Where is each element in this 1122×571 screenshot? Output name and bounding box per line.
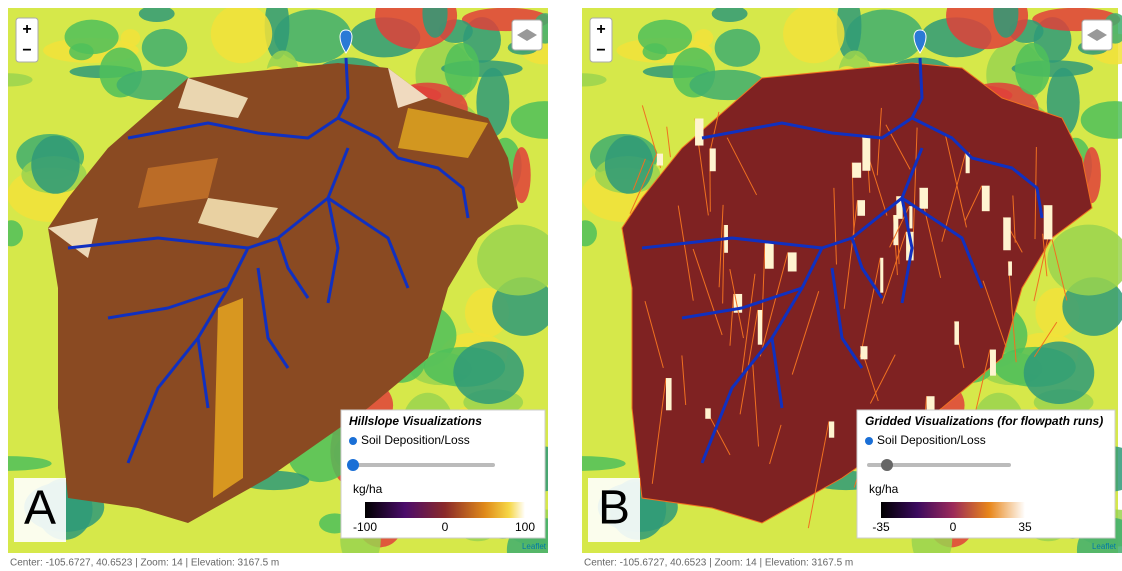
flowpath-hot	[788, 252, 797, 271]
legend-title: Gridded Visualizations (for flowpath run…	[865, 414, 1103, 428]
flowpath-hot	[920, 188, 928, 209]
colorbar-tick-label: -100	[353, 520, 377, 534]
terrain-patch	[453, 342, 524, 404]
flowpath-hot	[982, 186, 990, 212]
legend-option: Soil Deposition/Loss	[877, 433, 986, 447]
flowpath-hot	[861, 346, 868, 359]
legend-option: Soil Deposition/Loss	[361, 433, 470, 447]
attribution: Leaflet	[1092, 542, 1117, 551]
flowpath-hot	[990, 350, 996, 376]
panel-letter: A	[24, 482, 56, 535]
flowpath-hot	[880, 258, 883, 293]
flowpath-hot	[695, 118, 703, 145]
status-bar: Center: -105.6727, 40.6523 | Zoom: 14 | …	[10, 558, 279, 569]
terrain-patch	[712, 5, 748, 22]
terrain-patch	[511, 101, 578, 139]
colorbar-tick-label: 35	[1018, 520, 1032, 534]
terrain-patch	[783, 4, 844, 63]
terrain-patch	[605, 136, 653, 194]
terrain-patch	[715, 29, 761, 67]
terrain-patch	[211, 4, 272, 63]
zoom-out[interactable]: −	[22, 42, 31, 59]
flowpath-hot	[666, 378, 672, 410]
terrain-patch	[142, 29, 188, 67]
flowpath-hot	[857, 200, 865, 216]
colorbar	[881, 502, 1025, 518]
terrain-patch	[559, 73, 607, 86]
panel-letter: B	[598, 482, 630, 535]
terrain-patch	[1015, 43, 1050, 95]
colorbar-tick-label: -35	[872, 520, 890, 534]
terrain-patch	[574, 220, 597, 246]
terrain-patch	[0, 220, 23, 246]
hillslope	[213, 298, 243, 498]
flowpath-hot	[657, 154, 663, 166]
colorbar-tick-label: 0	[950, 520, 957, 534]
colorbar	[365, 502, 525, 518]
flowpath-hot	[852, 163, 861, 178]
terrain-patch	[31, 136, 79, 194]
terrain-patch	[540, 456, 626, 471]
flowpath-hot	[1044, 205, 1053, 239]
flowpath-hot	[1008, 261, 1012, 275]
terrain-patch	[477, 225, 560, 296]
radio[interactable]	[349, 437, 357, 445]
flowpath-hot	[705, 408, 711, 418]
slider-knob[interactable]	[347, 459, 359, 471]
flowpath-hot	[954, 321, 959, 344]
zoom-in[interactable]: +	[22, 21, 31, 38]
slider-knob[interactable]	[881, 459, 893, 471]
zoom-out[interactable]: −	[596, 42, 605, 59]
flowpath-hot	[909, 206, 912, 228]
colorbar-tick-label: 100	[515, 520, 535, 534]
colorbar-tick-label: 0	[442, 520, 449, 534]
terrain-patch	[139, 5, 175, 22]
flowpath-hot	[758, 310, 762, 345]
flowpath-hot	[1003, 217, 1011, 250]
map-panel: + − Hillslope Visualizations Soil Depositio…	[0, 0, 583, 571]
terrain-patch	[444, 43, 479, 95]
terrain-patch	[638, 20, 692, 55]
flowpath-hot	[765, 243, 774, 268]
legend-box	[341, 410, 545, 538]
flowpath-hot	[829, 421, 834, 437]
terrain-patch	[121, 29, 141, 47]
zoom-in[interactable]: +	[596, 21, 605, 38]
terrain-patch	[694, 29, 714, 47]
status-bar: Center: -105.6727, 40.6523 | Zoom: 14 | …	[584, 558, 853, 569]
legend-title: Hillslope Visualizations	[349, 414, 482, 428]
flowpath-hot	[862, 137, 870, 170]
attribution: Leaflet	[522, 542, 547, 551]
terrain-patch	[1024, 342, 1095, 404]
map-panel: + − Gridded Visualizations (for flowpath r…	[540, 0, 1122, 571]
legend-box	[857, 410, 1115, 538]
legend-unit: kg/ha	[353, 482, 383, 496]
flowpath-hot	[710, 148, 716, 171]
radio[interactable]	[865, 437, 873, 445]
figure: + − Hillslope Visualizations Soil Depositio…	[0, 0, 1122, 571]
legend-unit: kg/ha	[869, 482, 899, 496]
terrain-patch	[65, 20, 119, 55]
